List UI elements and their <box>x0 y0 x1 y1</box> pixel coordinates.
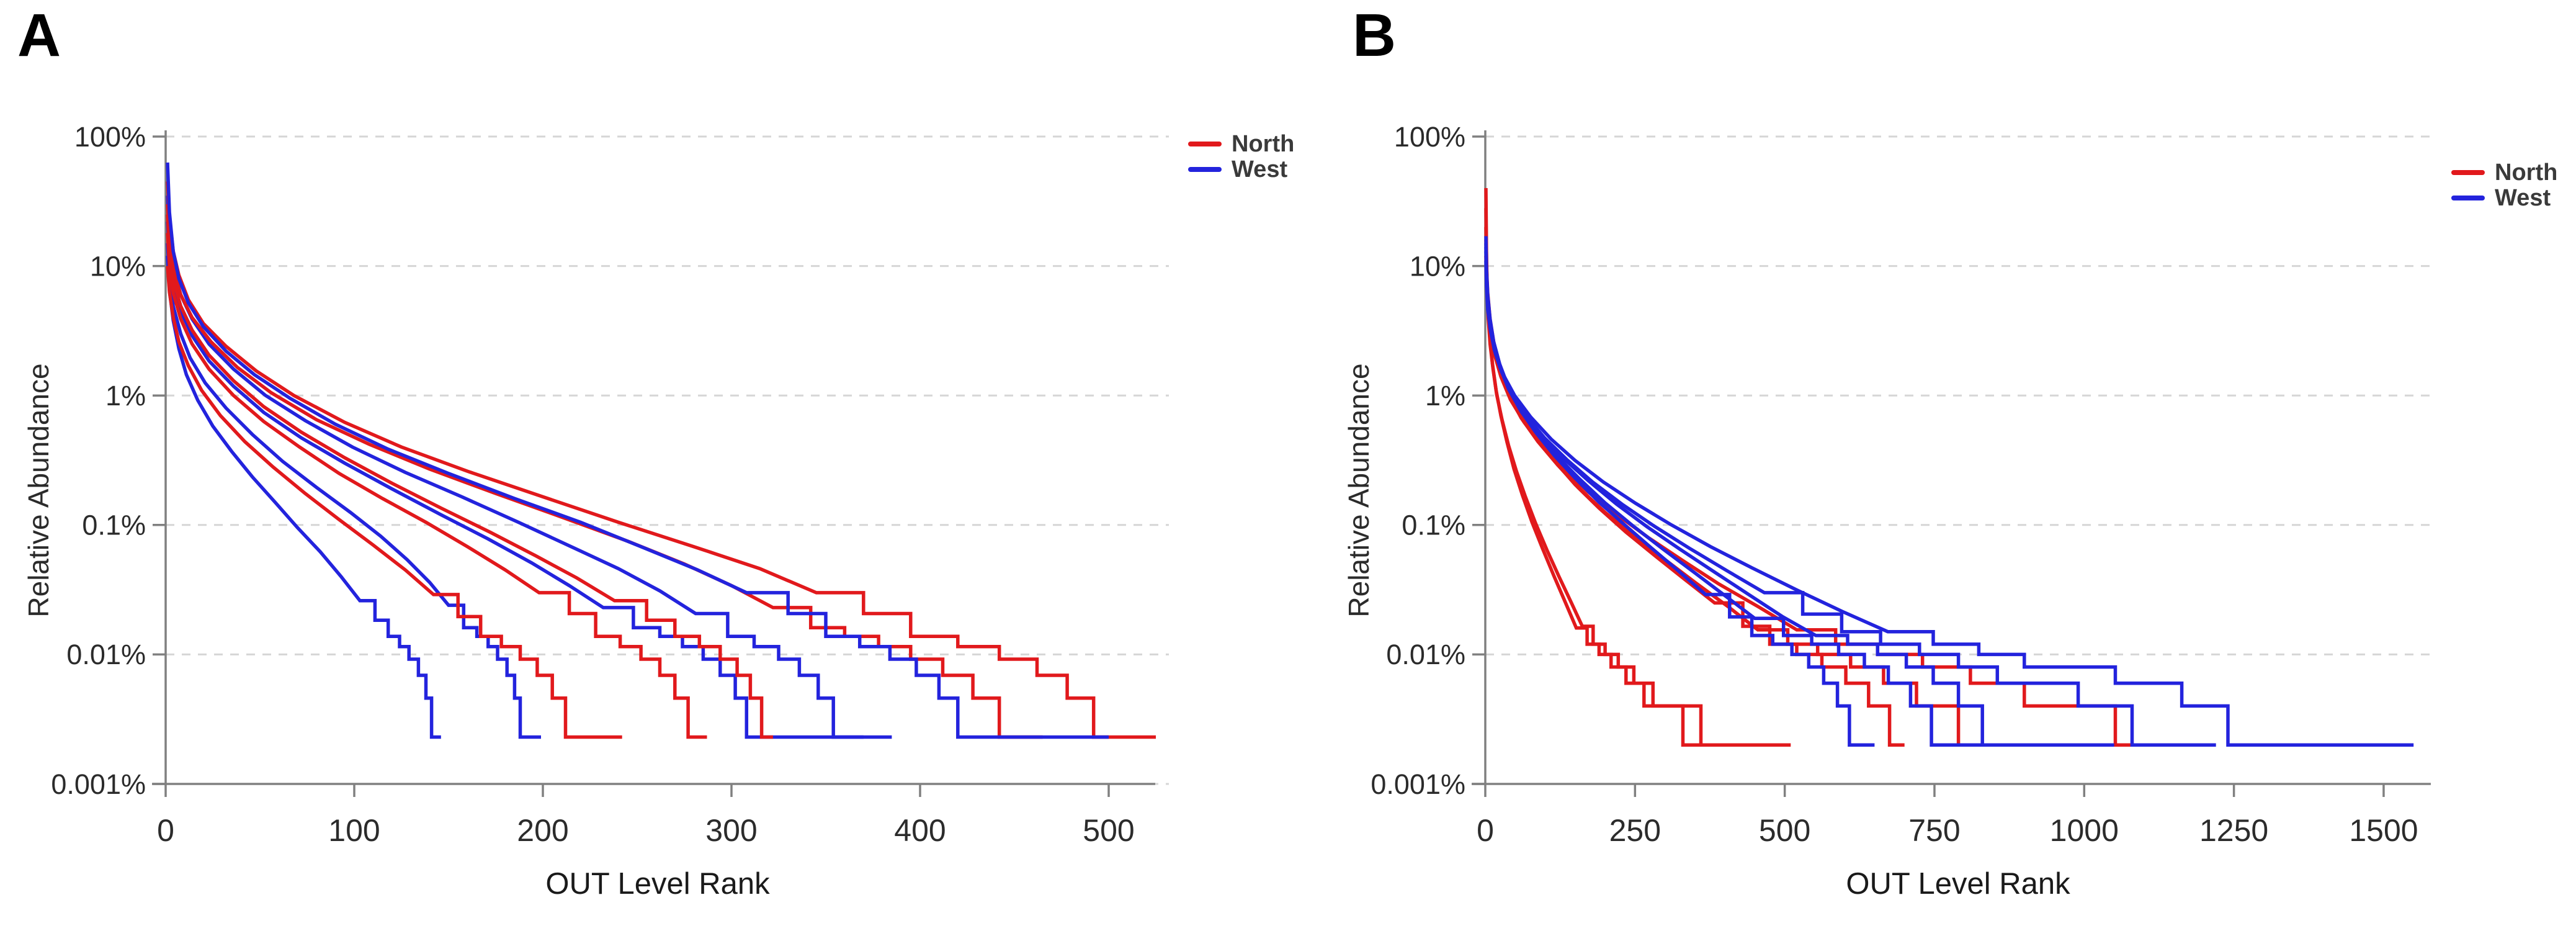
curve-north-5 <box>1484 256 2175 747</box>
x-tick-label: 200 <box>517 813 568 848</box>
curve-west-3 <box>166 222 864 739</box>
x-tick-label: 500 <box>1083 813 1134 848</box>
legend-item-west: West <box>2451 185 2557 210</box>
x-tick-label: 0 <box>1477 813 1494 848</box>
curve-north-1 <box>1484 187 1791 747</box>
curve-west-5 <box>1484 260 2414 747</box>
legend-label-north: North <box>2495 159 2558 186</box>
panel-b-x-axis-title: OUT Level Rank <box>1846 867 2070 901</box>
panel-a-y-axis-title: Relative Abundance <box>22 363 55 618</box>
curve-north-4 <box>1484 239 2006 747</box>
y-tick-label: 0.01% <box>1386 639 1465 670</box>
curve-north-3 <box>1484 227 1905 747</box>
x-tick-label: 500 <box>1759 813 1810 848</box>
x-tick-label: 250 <box>1609 813 1661 848</box>
panel-a-plot: 100% 10% 1% 0.1% 0.01% 0.001% 0 100 200 300 400 500 <box>51 121 1169 848</box>
curve-north-2 <box>166 204 1043 739</box>
legend-label-north: North <box>1232 130 1295 157</box>
y-tick-label: 1% <box>1425 380 1465 412</box>
y-tick-label: 0.01% <box>66 639 146 670</box>
curve-west-5 <box>166 255 441 739</box>
curve-north-2 <box>1484 208 1779 747</box>
panel-a-legend: North West <box>1188 131 1294 182</box>
x-tick-label: 400 <box>894 813 946 848</box>
curve-north-4 <box>166 233 707 739</box>
gridlines <box>166 135 1169 785</box>
west-line-swatch <box>2451 195 2485 200</box>
panel-b-letter: B <box>1353 1 1397 69</box>
panel-b-y-axis-title: Relative Abundance <box>1343 363 1375 618</box>
panel-b-plot: 100% 10% 1% 0.1% 0.01% 0.001% 0 250 500 750 1000 12… <box>1371 121 2435 848</box>
legend-label-west: West <box>1232 156 1288 182</box>
x-tick-label: 0 <box>157 813 174 848</box>
x-tick-label: 300 <box>705 813 757 848</box>
panel-a-x-axis-title: OUT Level Rank <box>545 867 770 901</box>
curve-west-3 <box>1484 247 2114 747</box>
x-tick-label: 1500 <box>2349 813 2418 848</box>
curve-north-3 <box>166 214 773 739</box>
x-tick-label: 750 <box>1908 813 1960 848</box>
x-tick-label: 1250 <box>2199 813 2268 848</box>
legend-item-north: North <box>2451 160 2557 185</box>
x-tick-label: 1000 <box>2050 813 2119 848</box>
north-line-swatch <box>2451 169 2485 175</box>
panel-a-letter: A <box>17 1 61 69</box>
legend-label-west: West <box>2495 184 2551 211</box>
y-tick-label: 0.1% <box>82 510 146 541</box>
panel-b-legend: North West <box>2451 160 2557 210</box>
curve-north-5 <box>166 266 622 739</box>
curve-west-2 <box>166 195 892 739</box>
north-line-swatch <box>1188 141 1222 146</box>
y-tick-label: 10% <box>90 250 146 282</box>
y-tick-label: 0.001% <box>1371 768 1465 800</box>
curve-west-1 <box>166 162 1109 739</box>
y-tick-label: 0.001% <box>51 768 146 800</box>
legend-item-north: North <box>1188 131 1294 156</box>
curve-west-1 <box>1484 236 1875 747</box>
y-tick-label: 0.1% <box>1402 510 1465 541</box>
legend-item-west: West <box>1188 156 1294 182</box>
axes: 100% 10% 1% 0.1% 0.01% 0.001% 0 250 500 750 1000 12… <box>1371 121 2431 848</box>
curve-north-1 <box>166 181 1156 739</box>
y-tick-label: 1% <box>105 380 146 412</box>
curves <box>166 162 1156 739</box>
y-tick-label: 100% <box>74 121 146 153</box>
curve-west-4 <box>166 243 541 739</box>
x-tick-label: 100 <box>328 813 380 848</box>
axes: 100% 10% 1% 0.1% 0.01% 0.001% 0 100 200 300 400 500 <box>51 121 1155 848</box>
y-tick-label: 10% <box>1410 250 1465 282</box>
west-line-swatch <box>1188 166 1222 172</box>
curves <box>1484 187 2414 747</box>
y-tick-label: 100% <box>1394 121 1465 153</box>
